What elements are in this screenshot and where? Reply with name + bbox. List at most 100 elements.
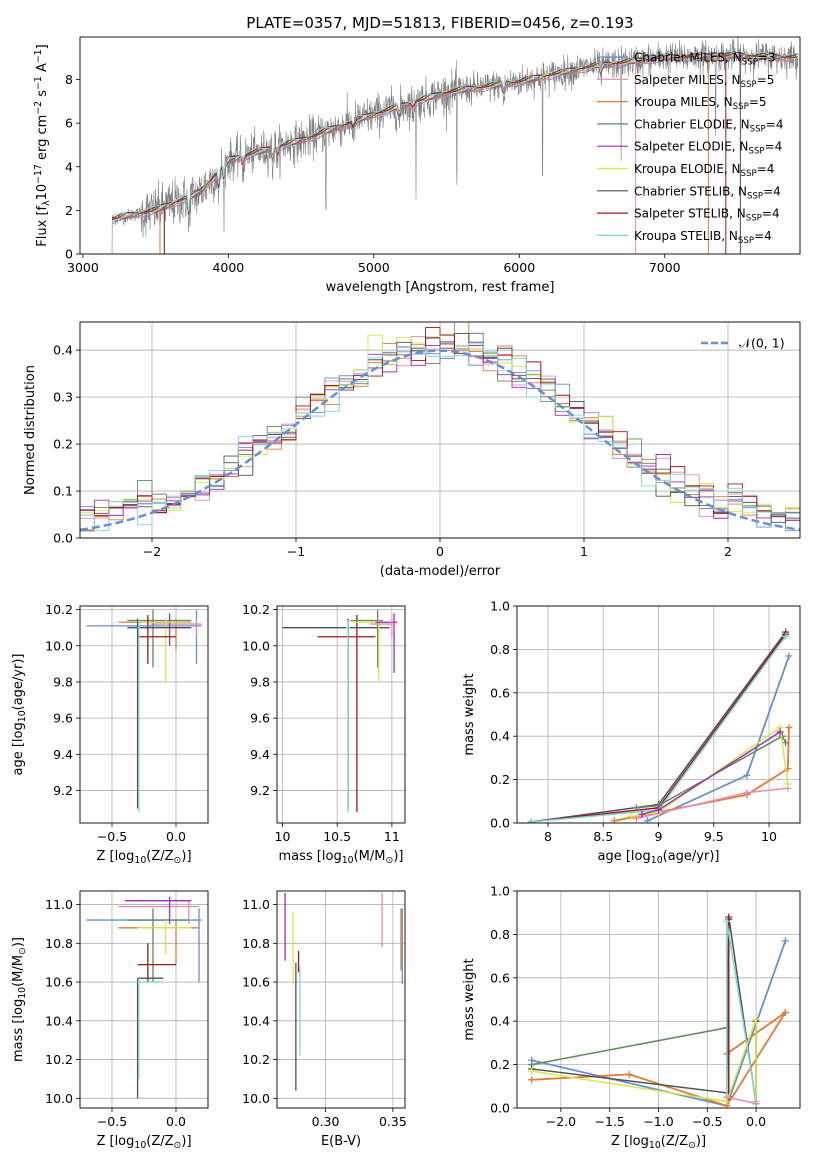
x-tick-label: 0.0: [166, 1114, 186, 1129]
y-tick-label: 9.8: [53, 674, 73, 689]
axes: −2.0 −1.5 −1.0 −0.5 0.0 0.0 0.2 0.4 0.6 0.8 1.0: [490, 884, 766, 1130]
y-tick-label: 2: [65, 203, 73, 218]
label-text: (M/M: [11, 955, 26, 987]
x-tick-label: 0: [436, 544, 444, 559]
x-tick-label: 2: [724, 544, 732, 559]
panel-spectrum: 3000 4000 5000 6000 7000 0 2 4 6 8 wavelength [Ang…: [33, 36, 801, 295]
x-tick-label: 1: [580, 544, 588, 559]
figure-title: PLATE=0357, MJD=51813, FIBERID=0456, z=0…: [246, 14, 633, 32]
label-script: 10: [651, 855, 663, 866]
y-axis-label: mass [log10​(M/M⊙​)]: [11, 937, 28, 1062]
x-tick-label: −0.5: [97, 829, 127, 844]
y-tick-label: 9.4: [250, 747, 270, 762]
y-tick-label: 0.8: [490, 642, 510, 657]
plot-area: [528, 913, 789, 1108]
errorbar-point: [375, 613, 398, 673]
plot-area: [111, 37, 799, 254]
plot-area: [284, 892, 403, 1091]
plot-area: [86, 609, 202, 813]
errorbar-point: [118, 618, 192, 650]
label-text: E(B-V): [321, 1134, 361, 1149]
errorbar-point: [345, 620, 351, 813]
legend-text: =4: [765, 140, 783, 154]
plot-area: [527, 628, 793, 823]
y-tick-label: 10.0: [45, 638, 73, 653]
legend-text: Salpeter MILES, N: [634, 73, 741, 87]
x-axis-label: E(B-V): [321, 1134, 361, 1149]
label-text: )]: [181, 1134, 191, 1149]
label-text: (Z/Z: [661, 1134, 688, 1149]
legend-text: =4: [763, 184, 781, 198]
legend-entry: Chabrier STELIB, NSSP=4: [634, 184, 781, 201]
x-axis-label: mass [log10​(M/M⊙​)]: [279, 849, 404, 866]
y-tick-label: 6: [65, 116, 73, 131]
normal-curve: [80, 349, 800, 532]
axes-frame: [79, 36, 801, 255]
label-script: ⊙: [174, 1140, 182, 1151]
panel-weight-vs-Z: −2.0 −1.5 −1.0 −0.5 0.0 0.0 0.2 0.4 0.6 0.8 1.0 Z […: [462, 884, 801, 1151]
label-text: )]: [11, 937, 26, 947]
label-text: mass [log: [11, 999, 26, 1062]
x-tick-label: 8: [544, 829, 552, 844]
x-tick-label: 8.5: [593, 829, 613, 844]
legend-text: =4: [762, 207, 780, 221]
y-tick-label: 10.4: [242, 1013, 270, 1028]
y-tick-label: 9.8: [250, 674, 270, 689]
errorbar-point: [137, 620, 141, 813]
errorbar-point: [369, 618, 397, 637]
axes: 3000 4000 5000 6000 7000 0 2 4 6 8: [65, 72, 681, 275]
label-text: Z [log: [611, 1134, 649, 1149]
x-tick-label: 10.5: [323, 829, 351, 844]
x-tick-label: 4000: [212, 260, 244, 275]
y-tick-label: 0.2: [490, 1057, 510, 1072]
x-tick-label: −2.0: [546, 1114, 576, 1129]
legend-entry: Kroupa STELIB, NSSP=4: [634, 229, 772, 246]
errorbar-point: [127, 618, 192, 809]
axes-frame: [79, 605, 209, 824]
y-tick-label: 0.4: [53, 343, 73, 358]
legend-text: =5: [757, 73, 775, 87]
legend-entry: Kroupa MILES, NSSP=5: [634, 95, 767, 112]
y-tick-label: 9.2: [53, 783, 73, 798]
x-tick-label: 10: [761, 829, 777, 844]
weight-line: [726, 1096, 757, 1105]
y-tick-label: 9.2: [250, 783, 270, 798]
label-text: (Z/Z: [146, 1134, 173, 1149]
x-axis-label: (data-model)/error: [380, 564, 501, 579]
x-tick-label: 9.5: [704, 829, 724, 844]
legend-entry: Chabrier ELODIE, NSSP=4: [634, 117, 783, 134]
plot-area: [282, 609, 398, 813]
y-tick-label: 0.2: [53, 437, 73, 452]
y-tick-label: 0.2: [490, 772, 510, 787]
x-tick-label: 0.35: [379, 1114, 407, 1129]
errorbar-point: [136, 977, 164, 1099]
axes: −0.5 0.0 10.0 10.2 10.4 10.6 10.8 11.0: [45, 897, 186, 1129]
y-axis-label: age [log10​(age/yr)]: [11, 654, 28, 776]
label-script: λ: [41, 200, 52, 206]
label-text: age [log: [598, 849, 651, 864]
panel-weight-vs-age: 8 8.5 9 9.5 10 0.0 0.2 0.4 0.6 0.8 1.0 age [log10​(…: [462, 599, 801, 866]
y-tick-label: 0.8: [490, 927, 510, 942]
x-tick-label: 10: [275, 829, 291, 844]
x-tick-label: −2: [143, 544, 161, 559]
histogram-step: [80, 333, 800, 523]
label-text: ]: [35, 44, 50, 49]
plot-layer: 3000 4000 5000 6000 7000 0 2 4 6 8 wavelength [Ang…: [11, 36, 801, 1151]
y-tick-label: 0.0: [490, 816, 510, 831]
histogram-step: [80, 332, 800, 532]
legend-text: Chabrier ELODIE, N: [634, 117, 750, 131]
label-text: )]: [696, 1134, 706, 1149]
label-script: 10: [134, 1140, 146, 1151]
axes-frame: [516, 890, 801, 1109]
x-axis-label: Z [log10​(Z/Z⊙​)]: [96, 849, 191, 866]
legend-sub: SSP: [741, 169, 757, 179]
panel-residuals: −2 −1 0 1 2 0.0 0.1 0.2 0.3 0.4 (data-model)/error…: [23, 321, 801, 579]
label-text: Normed distribution: [23, 365, 38, 495]
y-axis-label: Flux [fλ​10−17​ erg cm−2​ s−1​ A−1​]: [33, 44, 52, 246]
legend-sub: SSP: [750, 124, 766, 134]
x-tick-label: 11: [384, 829, 400, 844]
y-tick-label: 0.3: [53, 390, 73, 405]
label-text: wavelength [Angstrom, rest frame]: [326, 280, 555, 295]
legend-text: Salpeter ELODIE, N: [634, 140, 748, 154]
axes-frame: [516, 605, 801, 824]
